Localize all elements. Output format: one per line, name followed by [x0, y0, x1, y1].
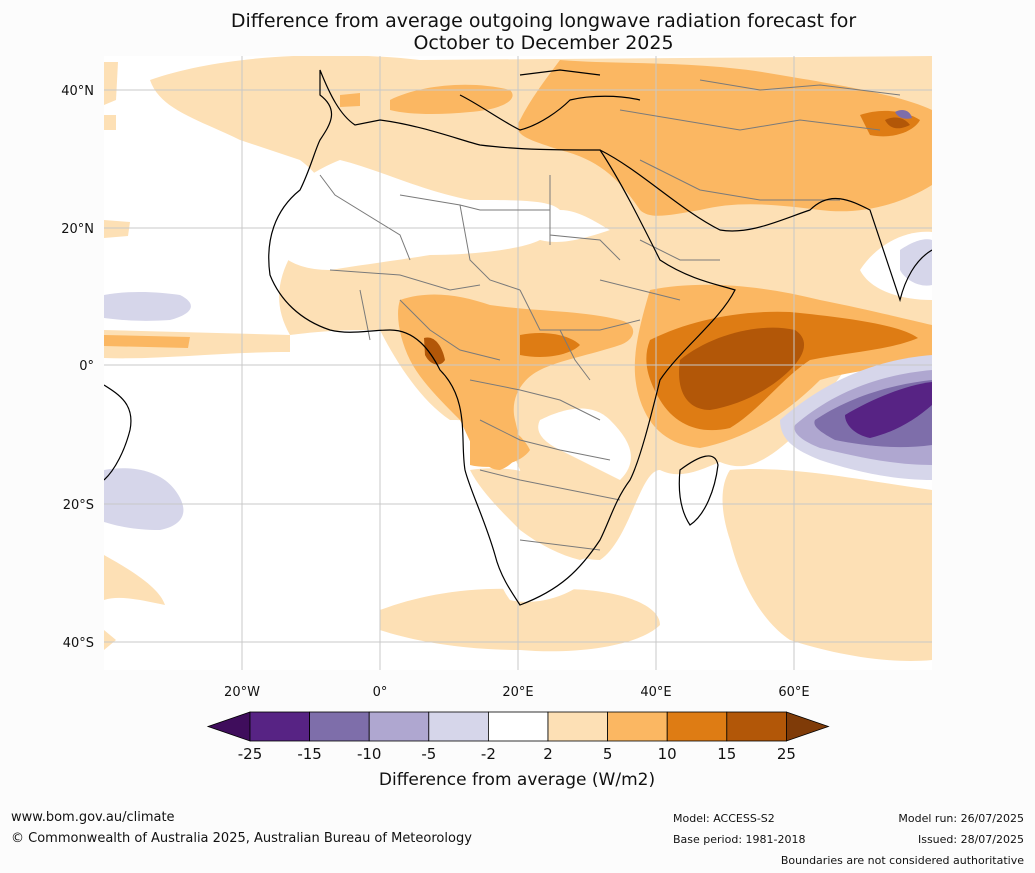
anomaly-15-to-25: [424, 117, 910, 410]
country-borders: [319, 79, 901, 551]
colorbar-segment: [547, 711, 608, 742]
colorbar-segment: [309, 711, 370, 742]
lat-label-20s: 20°S: [63, 498, 94, 513]
footer-issued: Issued: 28/07/2025: [917, 833, 1024, 846]
colorbar-extend-high: [786, 711, 830, 742]
footer-url[interactable]: www.bom.gov.au/climate: [11, 810, 175, 825]
lon-label-0: 0°: [373, 685, 388, 700]
lat-label-40n: 40°N: [61, 84, 94, 99]
colorbar-segment: [487, 711, 549, 742]
title-line-1: Difference from average outgoing longwav…: [230, 10, 857, 32]
gridlines: [104, 56, 932, 670]
footer-base-period: Base period: 1981-2018: [673, 833, 806, 846]
colorbar-tick-label: 25: [777, 745, 796, 763]
colorbar-tick-label: -2: [481, 745, 496, 763]
title-line-2: October to December 2025: [413, 32, 674, 54]
colorbar-tick-label: 2: [543, 745, 553, 763]
colorbar-segment: [249, 711, 310, 742]
latitude-labels: 40°N 20°N 0° 20°S 40°S: [61, 84, 94, 651]
colorbar-segment: [607, 711, 668, 742]
lat-label-20n: 20°N: [61, 222, 94, 237]
colorbar: -25 -15 -10 -5 -2 2 5 10 15 25: [206, 711, 830, 763]
colorbar-tick-label: -10: [357, 745, 382, 763]
lon-label-40e: 40°E: [640, 685, 671, 700]
lat-label-0: 0°: [79, 359, 94, 374]
coastlines: [104, 69, 932, 606]
lon-label-60e: 60°E: [778, 685, 809, 700]
footer-model: Model: ACCESS-S2: [673, 812, 775, 825]
colorbar-segment: [666, 711, 728, 742]
colorbar-segment: [726, 711, 787, 742]
colorbar-tick-label: 5: [603, 745, 613, 763]
lat-label-40s: 40°S: [63, 636, 94, 651]
footer-disclaimer: Boundaries are not considered authoritat…: [780, 854, 1024, 867]
map-panel: [104, 56, 932, 670]
footer-copyright: © Commonwealth of Australia 2025, Austra…: [11, 831, 472, 846]
footer-model-run: Model run: 26/07/2025: [898, 812, 1024, 825]
colorbar-tick-label: -15: [297, 745, 322, 763]
colorbar-segment: [368, 711, 430, 742]
negative-anomalies: [104, 110, 932, 530]
colorbar-segment: [428, 711, 489, 742]
lon-label-20w: 20°W: [224, 685, 260, 700]
colorbar-extend-low: [206, 711, 251, 742]
map-title: Difference from average outgoing longwav…: [0, 10, 1035, 54]
colorbar-tick-label: 15: [717, 745, 736, 763]
colorbar-title: Difference from average (W/m2): [379, 770, 655, 790]
colorbar-tick-label: 10: [658, 745, 677, 763]
lon-label-20e: 20°E: [502, 685, 533, 700]
colorbar-tick-label: -25: [238, 745, 263, 763]
longitude-labels: 20°W 0° 20°E 40°E 60°E: [224, 685, 810, 700]
colorbar-tick-label: -5: [421, 745, 436, 763]
